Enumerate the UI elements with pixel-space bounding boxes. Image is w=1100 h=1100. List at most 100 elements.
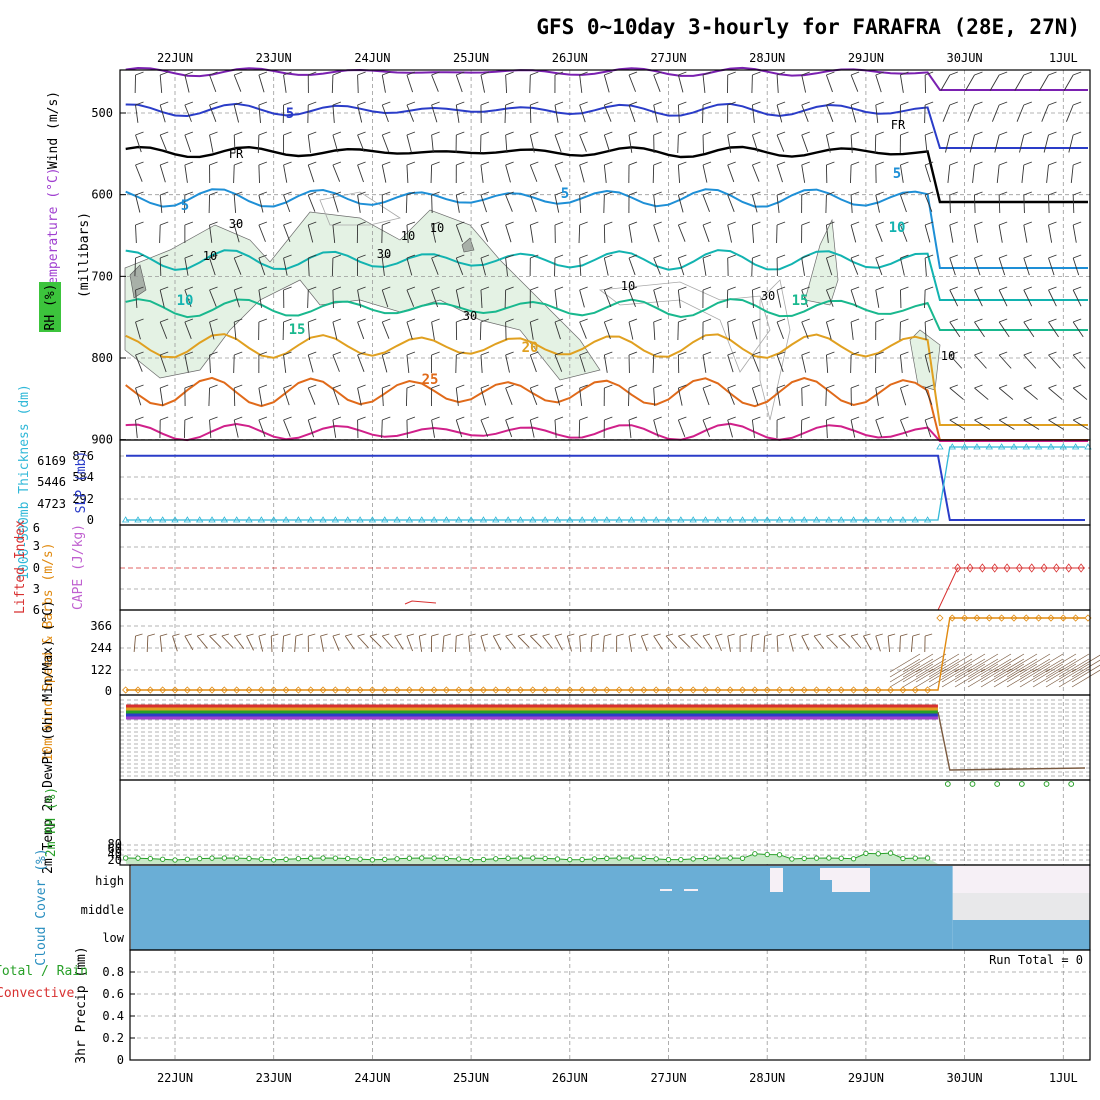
thickness-marker (381, 516, 389, 523)
wind-barb (702, 354, 707, 373)
wind-barb-flag (604, 286, 613, 291)
wind-barb-flag (850, 131, 860, 136)
wind-barb (159, 104, 166, 123)
wind10m-barb (628, 635, 633, 652)
wind-barb (996, 164, 1000, 183)
wind-barb-flag (456, 221, 465, 226)
wind-barb-flag (776, 318, 786, 323)
wind10m-barb-flag (826, 633, 834, 637)
wind-barb-flag (752, 286, 761, 291)
wind-barb-flag (184, 254, 194, 259)
thickness-marker (319, 516, 327, 523)
wind10m-barb-flag (653, 633, 661, 637)
isotherm-line (125, 333, 1088, 426)
wind-barb-flag (628, 351, 638, 356)
slp-tick-label: 0 (87, 513, 94, 527)
wind-barb-flag (924, 351, 934, 356)
top-date-label: 25JUN (453, 51, 489, 65)
wind10m-label: 10m Wind Speed & Barbs (m/s) (41, 542, 56, 761)
wind10m-barb (394, 635, 404, 650)
wind-speed-marker (652, 686, 660, 694)
wind-barb-flag (727, 254, 736, 259)
wind-barb (431, 104, 438, 123)
wind-barb-flag (850, 318, 860, 323)
wind-barb-flag (776, 221, 786, 226)
thickness-marker (356, 516, 364, 523)
wind-barb-flag (1023, 254, 1032, 259)
wind-barb (209, 74, 217, 93)
wind-barb (924, 224, 931, 243)
wind-barb (405, 194, 408, 214)
rh-marker (591, 856, 598, 862)
wind-speed-marker (701, 686, 710, 694)
wind-barb-flag (382, 416, 391, 421)
wind-barb (1072, 321, 1084, 338)
wind-barb (1072, 224, 1077, 243)
wind-barb (899, 321, 901, 341)
wind-barb-flag (924, 101, 934, 106)
wind-barb-flag (258, 221, 268, 226)
precip-tick-label: 0.8 (102, 965, 124, 979)
wind-barb-flag (653, 161, 662, 166)
precip-frame (129, 949, 1091, 1061)
thickness-marker (368, 516, 377, 523)
wind10m-barb-flag (221, 633, 230, 637)
wind-barb (505, 387, 513, 405)
wind-barb (159, 164, 166, 183)
wind-barb-flag (234, 254, 243, 259)
wind-barb-flag (357, 221, 366, 226)
isotherm-label: 5 (561, 186, 569, 202)
thickness-marker (294, 516, 303, 523)
rh-contour-label: 10 (430, 221, 444, 235)
upper-air-panel: 5 5 5 5 10 10 15 15 20 25 FR FR 30 10 30 10 30 10 30 10 10 5… (39, 66, 1091, 447)
wind10m-barb (369, 635, 382, 648)
wind-barb (135, 224, 137, 244)
wind-barb (653, 321, 656, 340)
wind10m-barb (954, 653, 986, 673)
wind-barb-flag (826, 351, 835, 356)
wind-speed-marker (529, 686, 537, 694)
wind-barb (998, 257, 1006, 276)
wind-barb (529, 134, 535, 153)
cloud-gap (660, 889, 672, 891)
wind-barb-flag (480, 101, 490, 106)
wind-barb (776, 289, 782, 308)
isotherm-line (125, 422, 1088, 442)
wind-barb-flag (184, 191, 194, 196)
wind10m-barb (788, 635, 794, 652)
cloud-fill-low (131, 866, 953, 950)
top-date-label: 28JUN (749, 51, 785, 65)
wind-barb-flag (752, 131, 761, 136)
wind-barb-flag (332, 254, 342, 259)
rh-marker (826, 855, 832, 861)
wind-barb-flag (998, 286, 1008, 291)
wind-barb-flag (530, 71, 539, 76)
wind-barb (431, 224, 437, 243)
wind10m-barb (993, 653, 1025, 673)
wind-barb-flag (752, 221, 761, 226)
wind-barb-flag (1073, 351, 1082, 356)
wind10m-barb-flag (468, 633, 476, 637)
wind-barb-flag (1048, 131, 1057, 136)
wind-barb (801, 321, 809, 339)
wind-barb-flag (382, 384, 391, 389)
rh-marker (135, 855, 141, 861)
wind10m-barb (887, 635, 891, 652)
wind-speed-marker (800, 686, 808, 694)
wind-barb-flag (456, 191, 465, 196)
wind-barb (826, 104, 834, 122)
wind-barb-flag (1048, 318, 1057, 323)
wind-barb (381, 164, 387, 183)
wind10m-barb (480, 635, 486, 652)
wind-barb-flag (727, 351, 736, 356)
wind-barb (505, 134, 508, 153)
wind-barb-flag (628, 254, 638, 259)
rh-marker (628, 855, 635, 861)
lifted-index-tick: 6 (33, 603, 40, 617)
wind-barb (751, 134, 759, 153)
wind-barb-flag (776, 191, 786, 196)
wind-barb (554, 321, 561, 340)
wind-barb (949, 224, 954, 243)
freezing-level-label: FR (229, 147, 244, 161)
rh-marker (813, 855, 820, 861)
